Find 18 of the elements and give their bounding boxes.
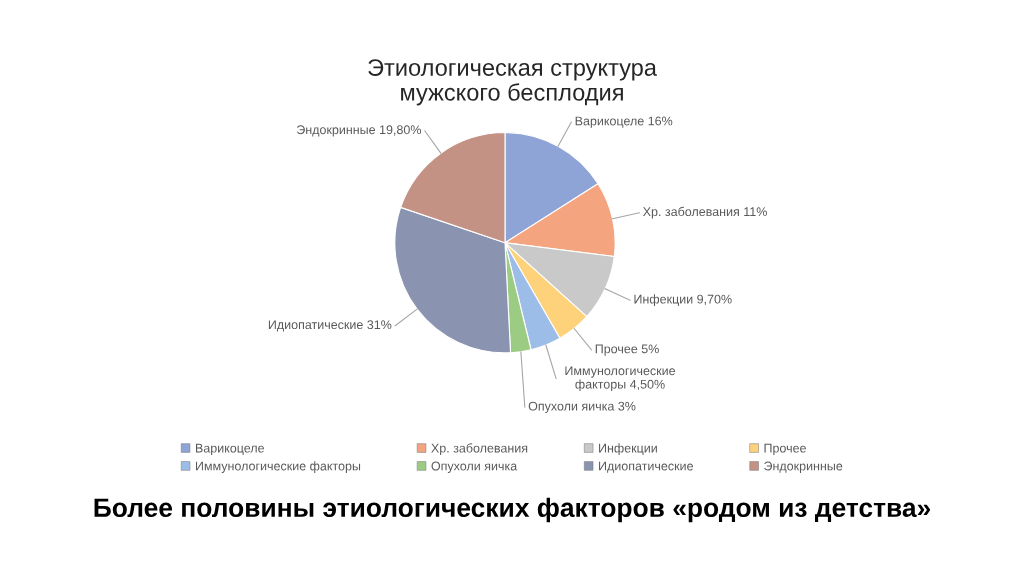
category-label: Варикоцеле 16% [575,116,673,128]
chart-title: Этиологическая структура мужского бесплодия [368,59,657,106]
category-label: Прочее 5% [595,344,659,356]
legend-label: Эндокринные [764,461,843,473]
legend-label: Хр. заболевания [431,443,528,456]
legend-label: Прочее [764,443,806,456]
category-label: Иммунологические факторы 4,50% [565,366,676,392]
legend-label: Инфекции [599,443,657,456]
text: Более половины этиологических факторов «родом из детства» [94,497,931,523]
category-label: Хр. заболевания 11% [642,206,767,219]
category-label: Идиопатические 31% [268,320,392,332]
category-label: Эндокринные 19,80% [296,125,422,137]
category-label: Инфекции 9,70% [634,294,732,306]
category-label: Опухоли яичка 3% [528,401,636,414]
legend-label: Варикоцеле [196,443,264,456]
legend-label: Иммунологические факторы [196,461,361,473]
legend-label: Опухоли яичка [431,461,518,473]
legend-label: Идиопатические [599,461,693,473]
